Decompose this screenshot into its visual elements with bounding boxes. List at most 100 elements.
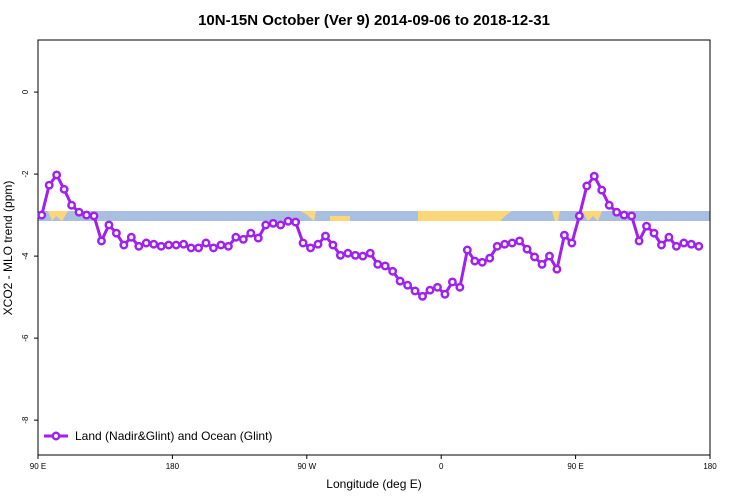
data-point — [470, 256, 480, 266]
land-patch — [552, 211, 560, 221]
data-point — [238, 234, 248, 244]
data-point — [67, 200, 77, 210]
data-point — [545, 251, 554, 261]
data-point — [164, 240, 174, 250]
y-tick-label: -6 — [21, 334, 30, 342]
data-point — [664, 232, 674, 242]
data-point — [425, 285, 435, 295]
data-point — [194, 243, 203, 253]
y-tick-label: -8 — [21, 416, 30, 424]
land-mask — [38, 211, 710, 221]
data-point — [582, 181, 592, 191]
data-point — [500, 239, 510, 249]
x-tick-label: 90 W — [297, 462, 316, 471]
x-tick-label: 180 — [703, 462, 717, 471]
data-point — [82, 210, 91, 220]
data-point — [89, 211, 99, 221]
data-point — [283, 216, 293, 226]
data-point — [201, 238, 211, 248]
data-point — [261, 220, 271, 230]
data-point — [119, 240, 129, 250]
data-point — [589, 171, 599, 181]
data-point — [612, 207, 622, 217]
data-point — [335, 250, 345, 260]
y-tick-label: 0 — [21, 89, 30, 94]
data-point — [328, 240, 338, 250]
data-point — [306, 243, 315, 253]
data-point — [321, 231, 330, 241]
data-point — [343, 248, 353, 258]
legend-marker — [51, 431, 61, 441]
data-point — [111, 228, 121, 238]
data-point — [298, 238, 308, 248]
data-point — [477, 257, 487, 267]
data-point — [253, 233, 263, 243]
data-point — [97, 236, 106, 246]
data-point — [313, 239, 323, 249]
data-point — [597, 185, 607, 195]
data-point — [686, 239, 696, 249]
data-point — [37, 210, 47, 220]
data-point — [268, 218, 278, 228]
data-point — [418, 291, 427, 301]
data-point — [395, 276, 405, 286]
data-point — [462, 245, 472, 255]
data-point — [559, 230, 569, 240]
data-point — [44, 180, 54, 190]
land-patch — [300, 211, 316, 221]
data-point — [657, 240, 666, 250]
data-point — [209, 243, 218, 253]
data-point — [515, 236, 525, 246]
plot-frame — [37, 39, 711, 456]
data-point — [522, 244, 532, 254]
x-tick-label: 180 — [166, 462, 180, 471]
data-point — [619, 210, 629, 220]
data-point — [74, 207, 84, 217]
data-point — [365, 248, 375, 258]
data-point — [388, 266, 398, 276]
legend-label: Land (Nadir&Glint) and Ocean (Glint) — [75, 429, 272, 443]
data-point — [679, 238, 689, 248]
data-point — [574, 211, 584, 221]
data-point — [350, 250, 360, 260]
data-point — [627, 211, 637, 221]
data-point — [552, 264, 562, 274]
land-patch — [582, 211, 602, 221]
data-point — [134, 241, 144, 251]
data-point — [507, 238, 517, 248]
data-point — [567, 238, 577, 248]
data-point — [642, 221, 651, 231]
land-patch — [330, 216, 350, 221]
data-point — [291, 217, 301, 227]
data-point — [649, 228, 659, 238]
data-point — [537, 259, 547, 269]
data-point — [179, 239, 189, 249]
data-point — [410, 286, 420, 296]
data-point — [440, 289, 450, 299]
ocean-band — [38, 211, 710, 221]
x-axis-label: Longitude (deg E) — [326, 477, 421, 491]
y-tick-label: -2 — [21, 170, 30, 178]
data-point — [126, 232, 136, 242]
data-point — [104, 220, 114, 230]
data-point — [216, 240, 226, 250]
data-point — [186, 243, 196, 253]
data-point — [246, 228, 256, 238]
data-point — [156, 241, 166, 251]
data-point — [149, 239, 159, 249]
chart-title: 10N-15N October (Ver 9) 2014-09-06 to 20… — [198, 12, 550, 29]
data-point — [380, 261, 390, 271]
data-point — [433, 282, 442, 292]
data-point — [455, 282, 465, 292]
data-point — [373, 259, 383, 269]
data-point — [403, 280, 413, 290]
y-tick-label: -4 — [21, 252, 30, 260]
y-axis-label: XCO2 - MLO trend (ppm) — [1, 181, 15, 316]
data-point — [52, 170, 62, 180]
data-point — [223, 241, 233, 251]
data-point — [358, 251, 368, 261]
land-patch — [418, 211, 512, 221]
data-point — [530, 252, 539, 262]
